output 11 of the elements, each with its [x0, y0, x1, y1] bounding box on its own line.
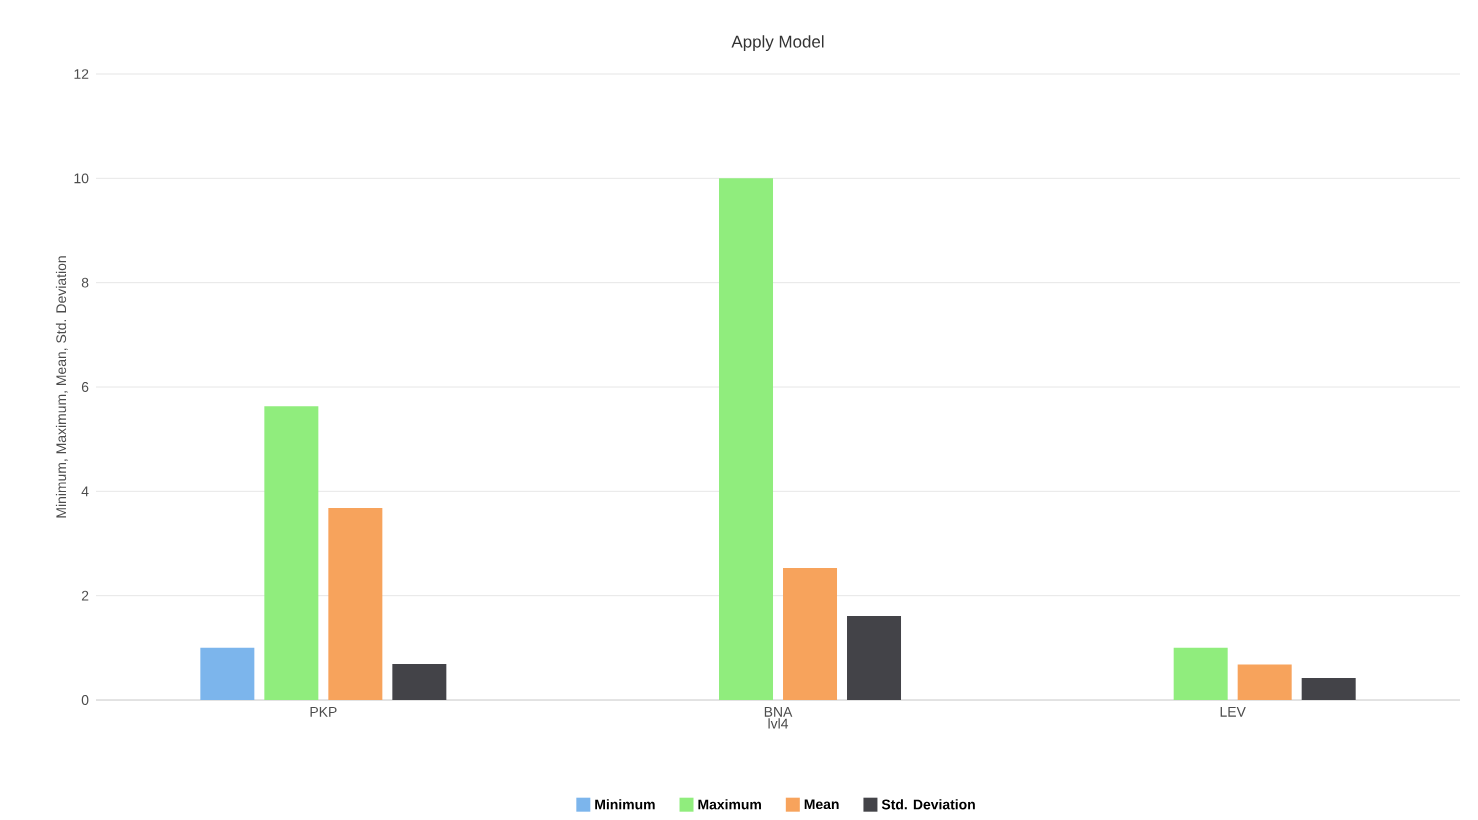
bar — [264, 406, 319, 700]
bar — [783, 568, 838, 700]
chart-title: Apply Model — [731, 35, 824, 51]
bar — [200, 647, 255, 700]
bar — [719, 178, 774, 700]
bar — [328, 508, 383, 700]
bar — [1301, 678, 1356, 700]
bar — [847, 616, 902, 700]
bar — [392, 664, 447, 700]
bar — [1173, 647, 1228, 700]
bar — [1237, 664, 1292, 700]
